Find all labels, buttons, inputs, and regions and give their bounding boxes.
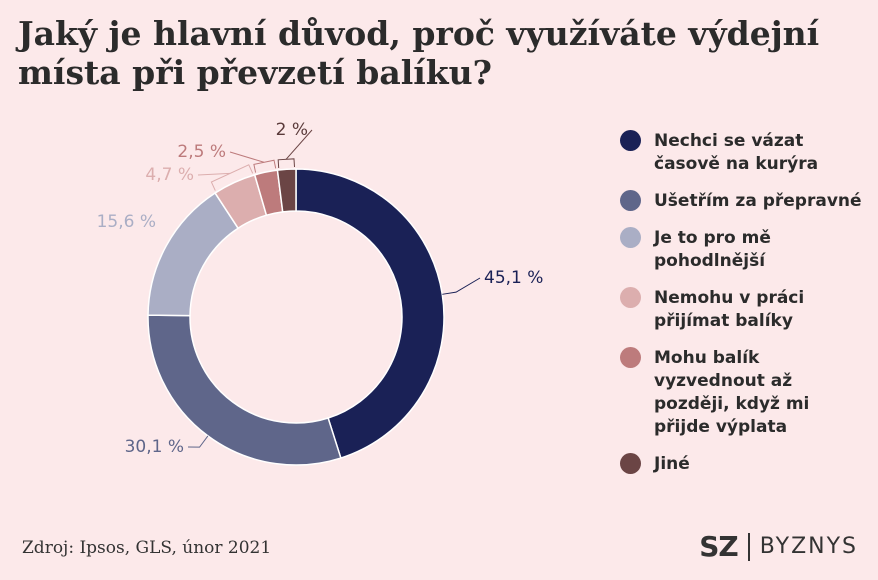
leader-bracket-3: [210, 164, 254, 191]
leader-line-0: [442, 277, 481, 295]
brand-logo: SZ BYZNYS: [699, 530, 858, 563]
legend-label: Nemohu v práci přijímat balíky: [654, 288, 805, 331]
slices-group: [147, 168, 445, 466]
chart-title: Jaký je hlavní důvod, proč využíváte výd…: [18, 14, 820, 92]
data-label-1: 30,1 %: [125, 437, 184, 457]
legend-label: Mohu balík vyzvednout až později, když m…: [654, 348, 810, 437]
legend-label: Ušetřím za přepravné: [654, 191, 862, 211]
legend-label: Nechci se vázat časově na kurýra: [654, 131, 819, 174]
brand-mark: SZ: [699, 530, 738, 563]
data-label-2: 15,6 %: [97, 212, 156, 232]
legend-item: Jiné: [620, 453, 870, 476]
legend-swatch: [620, 453, 641, 474]
leader-line-3: [197, 172, 231, 176]
legend-swatch: [620, 190, 641, 211]
brand-name: BYZNYS: [759, 534, 858, 559]
data-label-0: 45,1 %: [484, 268, 543, 288]
legend-swatch: [620, 227, 641, 248]
donut-chart: 45,1 % 30,1 % 15,6 % 4,7 % 2,5 % 2 %: [97, 120, 544, 466]
legend-swatch: [620, 287, 641, 308]
legend: Nechci se vázat časově na kurýra Ušetřím …: [620, 130, 870, 490]
leader-line-4: [229, 151, 265, 163]
leader-bracket-5: [277, 158, 295, 169]
slice-0: [295, 168, 445, 459]
legend-item: Mohu balík vyzvednout až později, když m…: [620, 347, 870, 439]
legend-label: Jiné: [654, 454, 690, 474]
brand-divider: [747, 532, 750, 561]
legend-item: Nemohu v práci přijímat balíky: [620, 287, 870, 333]
legend-item: Ušetřím za přepravné: [620, 190, 870, 213]
leader-bracket-4: [253, 159, 277, 173]
legend-swatch: [620, 347, 641, 368]
legend-item: Je to pro mě pohodlnější: [620, 227, 870, 273]
legend-label: Je to pro mě pohodlnější: [654, 228, 771, 271]
data-label-4: 2,5 %: [177, 142, 226, 162]
source-note: Zdroj: Ipsos, GLS, únor 2021: [22, 538, 272, 558]
data-label-3: 4,7 %: [145, 165, 194, 185]
data-label-5: 2 %: [276, 120, 308, 140]
leader-line-1: [187, 435, 209, 448]
leader-line-5: [285, 129, 313, 160]
legend-item: Nechci se vázat časově na kurýra: [620, 130, 870, 176]
slice-2: [147, 192, 240, 317]
legend-swatch: [620, 130, 641, 151]
leader-lines-group: [187, 129, 481, 448]
slice-5: [276, 168, 297, 213]
data-labels-group: 45,1 % 30,1 % 15,6 % 4,7 % 2,5 % 2 %: [97, 120, 544, 457]
